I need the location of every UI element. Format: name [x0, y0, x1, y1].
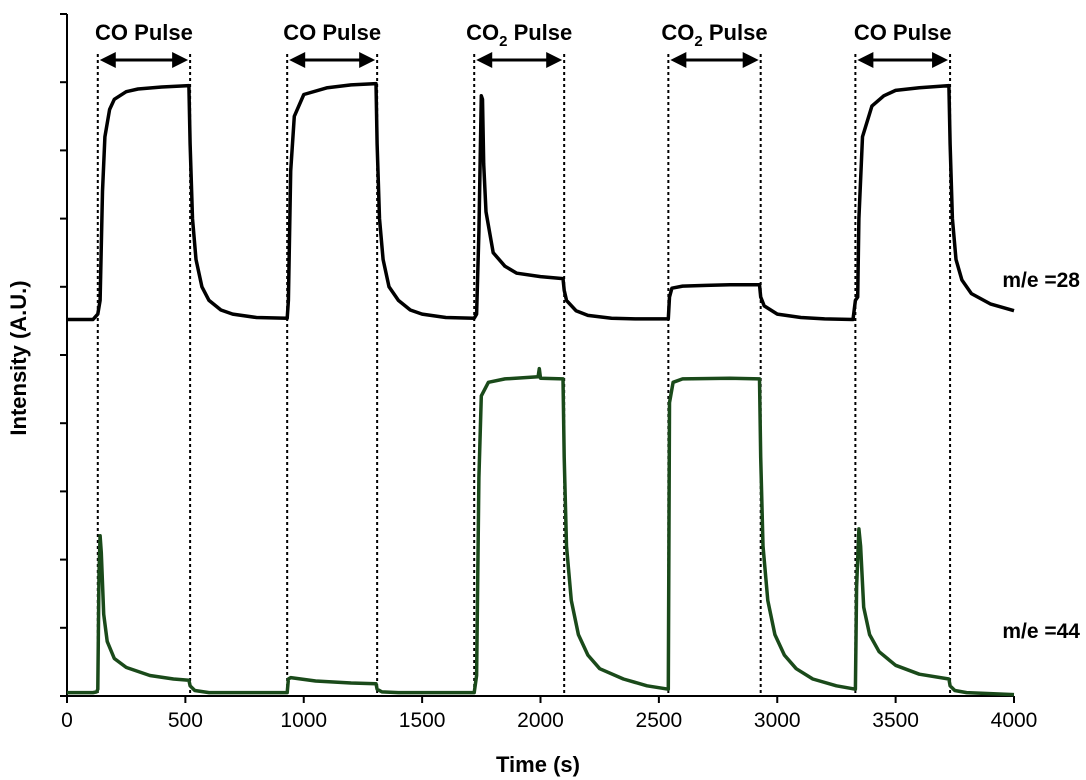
pulse-label: CO Pulse — [95, 20, 193, 45]
x-tick-label: 500 — [168, 709, 203, 732]
x-tick-label: 0 — [61, 709, 73, 732]
pulse-arrow-left-head — [670, 52, 687, 68]
series-label-1: m/e =28 — [1002, 269, 1080, 292]
pulse-label: CO Pulse — [283, 20, 381, 45]
x-tick-label: 4000 — [991, 709, 1038, 732]
pulse-1: CO Pulse — [95, 20, 193, 696]
pulse-arrow-left-head — [476, 52, 493, 68]
x-tick-label: 2000 — [517, 709, 564, 732]
pulse-arrow-right-head — [172, 52, 189, 68]
pulse-arrow-right-head — [932, 52, 949, 68]
pulse-arrow-right-head — [546, 52, 563, 68]
series-lines — [67, 81, 1015, 697]
pulse-label: CO Pulse — [854, 20, 952, 45]
pulse-arrow-right-head — [359, 52, 376, 68]
x-tick-label: 2500 — [636, 709, 683, 732]
y-axis-title: Intensity (A.U.) — [6, 280, 31, 435]
x-tick-label: 1000 — [280, 709, 327, 732]
series-labels: m/e =28 m/e =44 — [1002, 269, 1080, 643]
x-tick-label: 3500 — [872, 709, 919, 732]
series-line-2 — [67, 366, 1015, 697]
pulse-label: CO2 Pulse — [661, 20, 767, 50]
series-label-2: m/e =44 — [1002, 620, 1080, 643]
pulse-arrow-left-head — [289, 52, 306, 68]
axes: 0 500 1000 1500 2000 2500 3000 3500 4000 — [60, 13, 1038, 732]
pulse-3: CO2 Pulse — [466, 20, 572, 696]
pulse-4: CO2 Pulse — [661, 20, 768, 696]
pulse-markers: CO Pulse CO Pulse CO2 Pulse CO2 Pulse CO Pul… — [95, 20, 952, 696]
pulse-arrow-left-head — [857, 52, 874, 68]
x-tick-label: 1500 — [399, 709, 446, 732]
series-line-1 — [67, 81, 1015, 322]
pulse-label: CO2 Pulse — [466, 20, 572, 50]
x-axis-title: Time (s) — [496, 752, 580, 777]
pulse-arrow-right-head — [742, 52, 759, 68]
pulse-arrow-left-head — [99, 52, 116, 68]
x-tick-label: 3000 — [754, 709, 801, 732]
pulse-2: CO Pulse — [283, 20, 381, 696]
